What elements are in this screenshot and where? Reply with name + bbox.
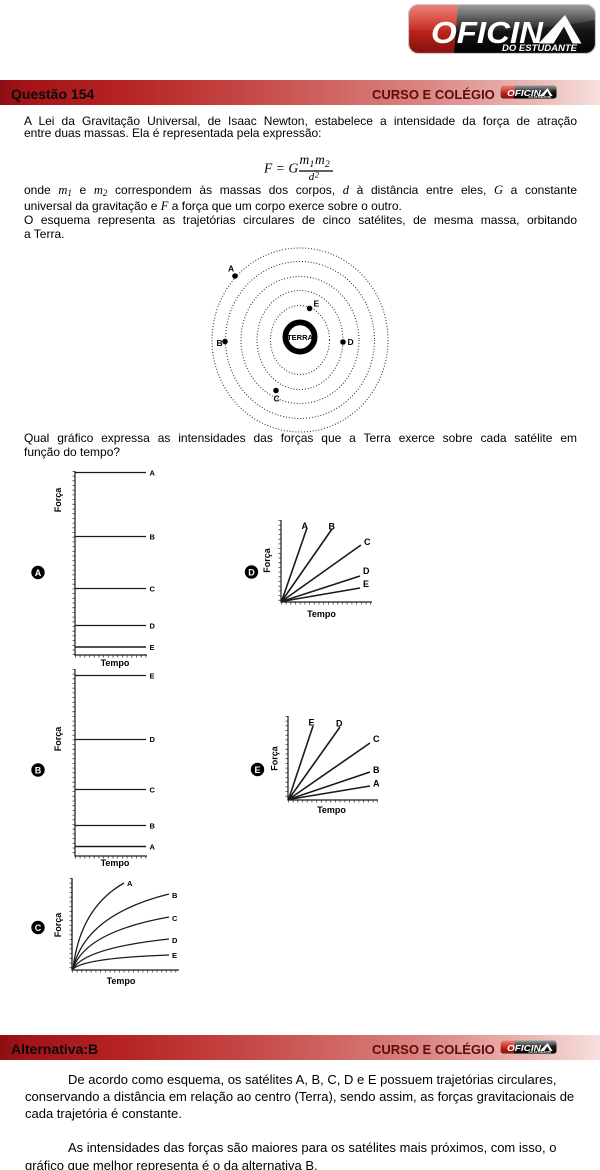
svg-text:B: B <box>150 822 156 831</box>
svg-text:A: A <box>302 521 309 531</box>
svg-text:E: E <box>150 643 155 652</box>
svg-text:A: A <box>150 469 156 478</box>
svg-text:C: C <box>274 394 280 404</box>
svg-text:B: B <box>217 338 223 348</box>
svg-text:DO ESTUDANTE: DO ESTUDANTE <box>529 95 552 99</box>
svg-text:B: B <box>172 891 178 900</box>
svg-text:D: D <box>348 337 354 347</box>
svg-text:B: B <box>35 766 42 776</box>
svg-text:D: D <box>363 566 370 576</box>
svg-text:E: E <box>254 765 260 775</box>
svg-text:D: D <box>336 719 343 729</box>
svg-text:D: D <box>172 936 178 945</box>
svg-text:Força: Força <box>53 726 63 752</box>
svg-text:Tempo: Tempo <box>101 658 130 668</box>
svg-text:2: 2 <box>315 169 320 179</box>
svg-text:G: G <box>289 161 299 176</box>
svg-text:A: A <box>150 843 156 852</box>
svg-text:E: E <box>309 718 315 728</box>
svg-text:C: C <box>35 923 42 933</box>
svg-text:1: 1 <box>310 160 315 170</box>
svg-text:C: C <box>150 786 156 795</box>
svg-text:A: A <box>35 568 42 578</box>
svg-text:C: C <box>364 537 371 547</box>
svg-text:Tempo: Tempo <box>307 609 336 619</box>
svg-text:B: B <box>329 522 336 532</box>
svg-text:OFICIN: OFICIN <box>507 88 542 98</box>
svg-text:2: 2 <box>325 160 330 170</box>
svg-text:Tempo: Tempo <box>107 976 136 986</box>
svg-text:D: D <box>150 622 156 631</box>
svg-text:OFICIN: OFICIN <box>431 17 544 50</box>
svg-text:TERRA: TERRA <box>287 333 313 342</box>
svg-text:OFICIN: OFICIN <box>507 1043 542 1053</box>
svg-text:B: B <box>150 533 156 542</box>
svg-text:Tempo: Tempo <box>101 858 130 868</box>
svg-text:Tempo: Tempo <box>317 805 346 815</box>
svg-text:=: = <box>277 161 285 176</box>
svg-text:C: C <box>373 734 380 744</box>
svg-text:m: m <box>315 152 325 167</box>
svg-text:C: C <box>150 585 156 594</box>
svg-text:DO ESTUDANTE: DO ESTUDANTE <box>502 43 578 53</box>
svg-text:D: D <box>248 568 255 578</box>
svg-text:Força: Força <box>53 912 63 938</box>
svg-text:A: A <box>373 779 380 789</box>
svg-text:D: D <box>150 735 156 744</box>
svg-text:Força: Força <box>53 487 63 513</box>
svg-text:d: d <box>309 171 315 183</box>
svg-text:A: A <box>127 879 133 888</box>
svg-text:E: E <box>363 579 369 589</box>
svg-text:Força: Força <box>262 547 272 573</box>
svg-text:DO ESTUDANTE: DO ESTUDANTE <box>529 1050 552 1054</box>
svg-text:B: B <box>373 765 380 775</box>
svg-text:A: A <box>228 264 234 274</box>
svg-text:F: F <box>263 161 273 176</box>
svg-text:E: E <box>172 951 177 960</box>
svg-text:E: E <box>150 672 155 681</box>
svg-text:E: E <box>314 299 320 309</box>
svg-text:m: m <box>300 152 310 167</box>
svg-text:C: C <box>172 914 178 923</box>
svg-text:Força: Força <box>270 745 280 771</box>
